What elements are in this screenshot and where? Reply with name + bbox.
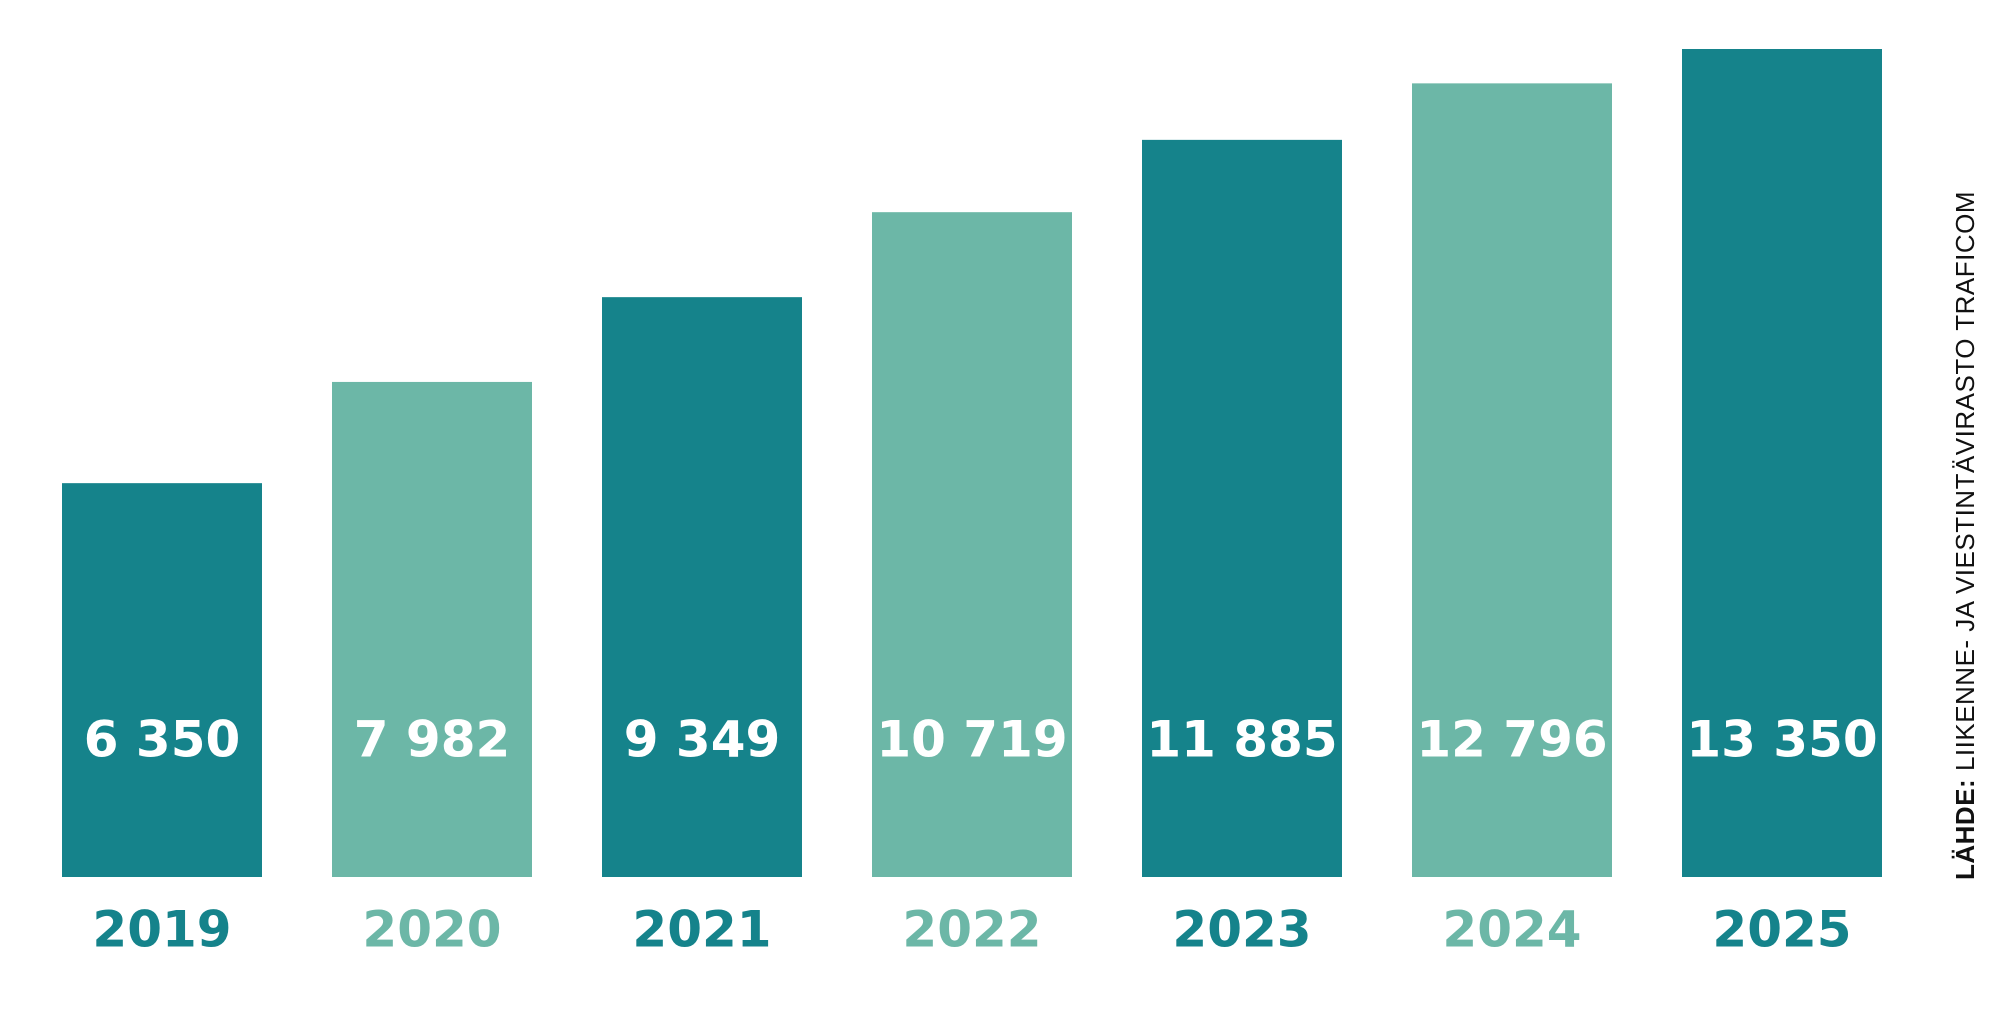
x-tick-label-2020: 2020 — [362, 901, 501, 959]
source-label: LÄHDE: — [1950, 778, 1980, 880]
x-tick-label-2025: 2025 — [1712, 901, 1851, 959]
value-label-2020: 7 982 — [354, 711, 511, 769]
bar-2020 — [332, 381, 532, 877]
bar-2024 — [1412, 83, 1612, 877]
x-tick-label-2019: 2019 — [92, 901, 231, 959]
value-label-2025: 13 350 — [1686, 711, 1877, 769]
x-tick-label-2022: 2022 — [902, 901, 1041, 959]
bar-2021 — [602, 297, 802, 877]
value-label-2022: 10 719 — [876, 711, 1067, 769]
value-label-2021: 9 349 — [624, 711, 781, 769]
x-axis-labels-group: 2019 2020 2021 2022 2023 2024 2025 — [92, 901, 1851, 959]
x-tick-label-2023: 2023 — [1172, 901, 1311, 959]
source-text: LIIKENNE- JA VIESTINTÄVIRASTO TRAFICOM — [1950, 191, 1980, 779]
x-tick-label-2024: 2024 — [1442, 901, 1581, 959]
bar-2023 — [1142, 139, 1342, 877]
bar-2019 — [62, 483, 262, 877]
bar-2025 — [1682, 49, 1882, 877]
bars-group — [62, 49, 1882, 877]
x-tick-label-2021: 2021 — [632, 901, 771, 959]
bar-2022 — [872, 212, 1072, 877]
value-label-2024: 12 796 — [1416, 711, 1607, 769]
value-label-2023: 11 885 — [1146, 711, 1337, 769]
value-labels-group: 6 350 7 982 9 349 10 719 11 885 12 796 13 350 — [84, 711, 1878, 769]
value-label-2019: 6 350 — [84, 711, 241, 769]
